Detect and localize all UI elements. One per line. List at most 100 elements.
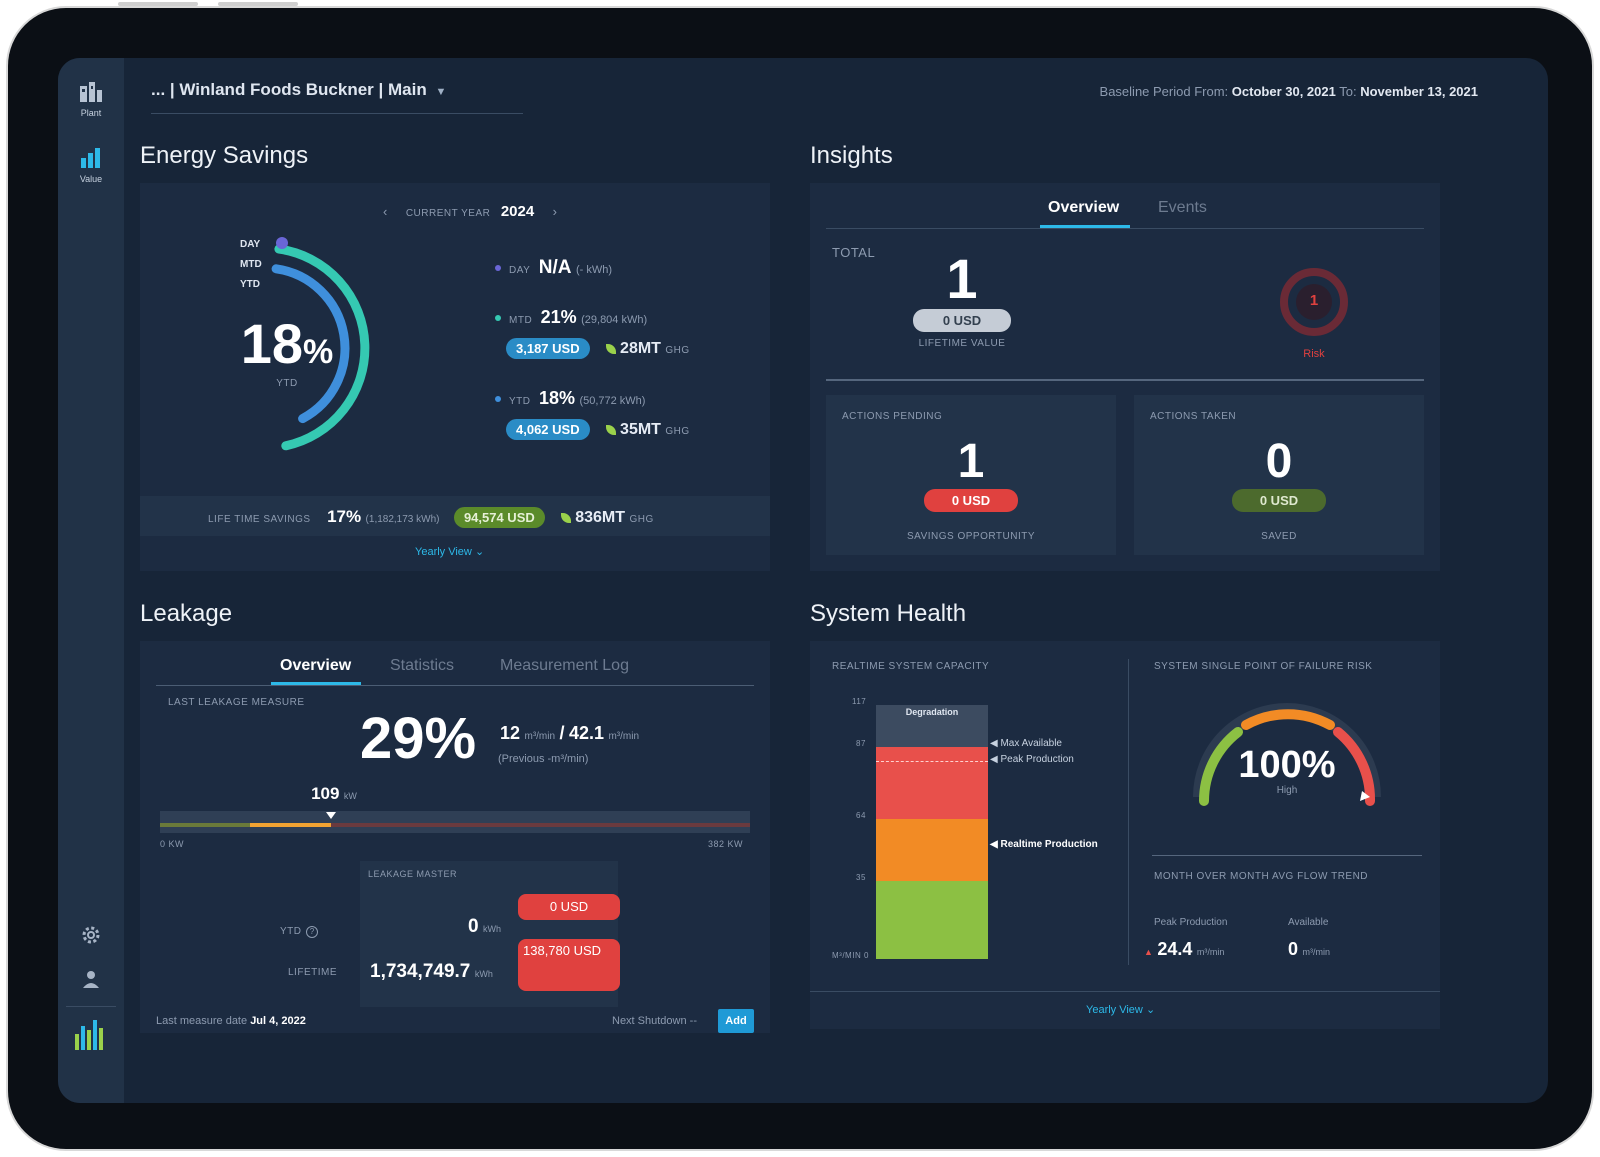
y-tick: 117 xyxy=(852,697,867,706)
mtd-ring-arc xyxy=(274,244,370,451)
lifetime-usd-badge: 94,574 USD xyxy=(453,507,545,528)
tab-overview[interactable]: Overview xyxy=(280,657,352,674)
risk-ring-icon xyxy=(1280,268,1348,336)
leakage-lifetime-value: 1,734,749.7 kWh xyxy=(370,961,493,982)
actions-taken-label: ACTIONS TAKEN xyxy=(1150,411,1237,422)
mtd-usd-badge: 3,187 USD xyxy=(506,338,590,359)
bar-max-label: 382 kW xyxy=(708,839,744,849)
y-tick: 35 xyxy=(856,873,866,882)
day-ring-dot xyxy=(276,237,288,249)
gauge-red-arc xyxy=(1333,727,1376,806)
lifetime-label: LIFE TIME SAVINGS xyxy=(208,514,311,525)
sidebar-item-value[interactable]: Value xyxy=(58,144,124,184)
capacity-red-segment xyxy=(876,747,988,819)
chevron-left-icon[interactable]: ‹ xyxy=(383,204,388,219)
capacity-y-axis: 117 87 64 35 m³/min 0 xyxy=(832,697,872,967)
leakage-lifetime-usd-badge: 138,780 USD xyxy=(518,939,620,991)
sidebar-item-plant[interactable]: Plant xyxy=(58,78,124,118)
y-axis-unit: m³/min xyxy=(832,951,862,960)
last-leakage-label: LAST LEAKAGE MEASURE xyxy=(168,697,305,708)
leakage-bar-track xyxy=(160,823,750,827)
baseline-period: Baseline Period From: October 30, 2021 T… xyxy=(1100,84,1478,99)
total-label: TOTAL xyxy=(832,245,876,260)
ytd-percent-unit: % xyxy=(303,333,334,371)
settings-icon[interactable] xyxy=(58,924,124,951)
leakage-marker-label: 109 kW xyxy=(311,784,357,803)
trend-up-icon: ▲ xyxy=(1144,947,1153,957)
tab-measurement-log[interactable]: Measurement Log xyxy=(500,657,629,674)
actions-pending-card: ACTIONS PENDING 1 0 USD SAVINGS OPPORTUN… xyxy=(826,395,1116,555)
actions-taken-value: 0 xyxy=(1265,435,1293,488)
ytd-percent-value: 18 xyxy=(240,312,304,375)
chevron-right-icon[interactable]: › xyxy=(552,204,557,219)
ring-label-day: DAY xyxy=(240,239,261,250)
gauge-green-arc xyxy=(1199,727,1243,806)
pending-usd-badge: 0 USD xyxy=(923,489,1019,512)
trend-available-label: Available xyxy=(1288,917,1329,928)
baseline-label: Baseline Period From: xyxy=(1099,84,1229,99)
tab-events[interactable]: Events xyxy=(1158,199,1207,216)
capacity-orange-segment xyxy=(876,819,988,881)
y-tick: 0 xyxy=(863,951,869,960)
leakage-ytd-label: YTD ? xyxy=(280,921,318,939)
taken-usd-badge: 0 USD xyxy=(1231,489,1327,512)
leakage-bar-fill xyxy=(250,823,332,827)
leakage-bar-low xyxy=(160,823,250,827)
risk-value: 1 xyxy=(1309,292,1319,309)
insights-title: Insights xyxy=(810,142,893,169)
ring-center-value: 18% YTD xyxy=(232,311,342,389)
capacity-degradation-segment: Degradation xyxy=(876,705,988,747)
actions-pending-label: ACTIONS PENDING xyxy=(842,411,943,422)
savings-ring-chart: DAY MTD YTD xyxy=(240,237,370,451)
leakage-master-label: LEAKAGE MASTER xyxy=(368,869,458,879)
building-icon xyxy=(80,82,102,102)
energy-savings-title: Energy Savings xyxy=(140,142,309,169)
add-shutdown-button[interactable]: Add xyxy=(718,1009,754,1033)
spof-label: SYSTEM SINGLE POINT OF FAILURE RISK xyxy=(1154,661,1373,672)
baseline-to-label: To: xyxy=(1339,84,1357,99)
total-sub-label: LIFETIME VALUE xyxy=(918,338,1006,349)
ytd-usd-row: 4,062 USD 35MT GHG xyxy=(506,419,690,440)
risk-gauge xyxy=(1193,703,1381,806)
previous-flow: (Previous -m³/min) xyxy=(498,753,589,765)
ytd-ring-arc xyxy=(271,264,350,424)
mtd-usd-row: 3,187 USD 28MT GHG xyxy=(506,338,690,359)
next-shutdown: Next Shutdown -- xyxy=(612,1015,697,1027)
leakage-bar xyxy=(160,811,750,833)
trend-peak-value: ▲ 24.4 m³/min xyxy=(1144,939,1225,959)
risk-indicator: 1 Risk xyxy=(1278,266,1350,360)
energy-yearly-view-link[interactable]: Yearly View ⌄ xyxy=(415,546,485,558)
tab-statistics[interactable]: Statistics xyxy=(390,657,455,674)
baseline-from: October 30, 2021 xyxy=(1231,84,1336,99)
total-value: 1 xyxy=(946,247,978,310)
chevron-down-icon: ▼ xyxy=(435,86,447,98)
leaf-icon xyxy=(606,425,617,435)
system-health-panel: REALTIME SYSTEM CAPACITY SYSTEM SINGLE P… xyxy=(810,641,1440,1029)
energy-savings-panel: ‹ CURRENT YEAR 2024 › DAY MTD YTD 18% YT… xyxy=(140,183,770,571)
realtime-production-label: ◀ Realtime Production xyxy=(990,839,1098,850)
baseline-to: November 13, 2021 xyxy=(1360,84,1478,99)
flow-trend-label: MONTH OVER MONTH AVG FLOW TREND xyxy=(1154,871,1369,882)
info-icon[interactable]: ? xyxy=(305,926,318,938)
leakage-percent: 29% xyxy=(360,706,477,771)
actions-pending-value: 1 xyxy=(957,435,985,488)
tab-overview[interactable]: Overview xyxy=(1048,199,1120,216)
health-yearly-view-link[interactable]: Yearly View ⌄ xyxy=(1086,1004,1156,1016)
user-icon[interactable] xyxy=(58,968,124,995)
leakage-ytd-value: 0 kWh xyxy=(468,916,502,937)
savings-opportunity-label: SAVINGS OPPORTUNITY xyxy=(906,531,1036,542)
ring-label-ytd: YTD xyxy=(240,279,260,290)
leakage-marker-triangle xyxy=(326,812,337,819)
total-usd-badge: 0 USD xyxy=(912,309,1012,332)
sidebar: Plant Value xyxy=(58,58,124,1103)
year-selector: ‹ CURRENT YEAR 2024 › xyxy=(370,203,570,221)
leakage-ytd-usd-badge: 0 USD xyxy=(518,894,620,920)
y-tick: 87 xyxy=(856,739,866,748)
bar-min-label: 0 kW xyxy=(160,839,185,849)
peak-production-label: ◀ Peak Production xyxy=(990,754,1074,765)
ytd-usd-badge: 4,062 USD xyxy=(506,419,590,440)
gauge-level: High xyxy=(1276,785,1298,796)
site-selector[interactable]: ... | Winland Foods Buckner | Main ▼ xyxy=(151,80,446,100)
last-measure: Last measure date Jul 4, 2022 xyxy=(156,1015,306,1027)
bar-chart-icon xyxy=(81,148,100,168)
